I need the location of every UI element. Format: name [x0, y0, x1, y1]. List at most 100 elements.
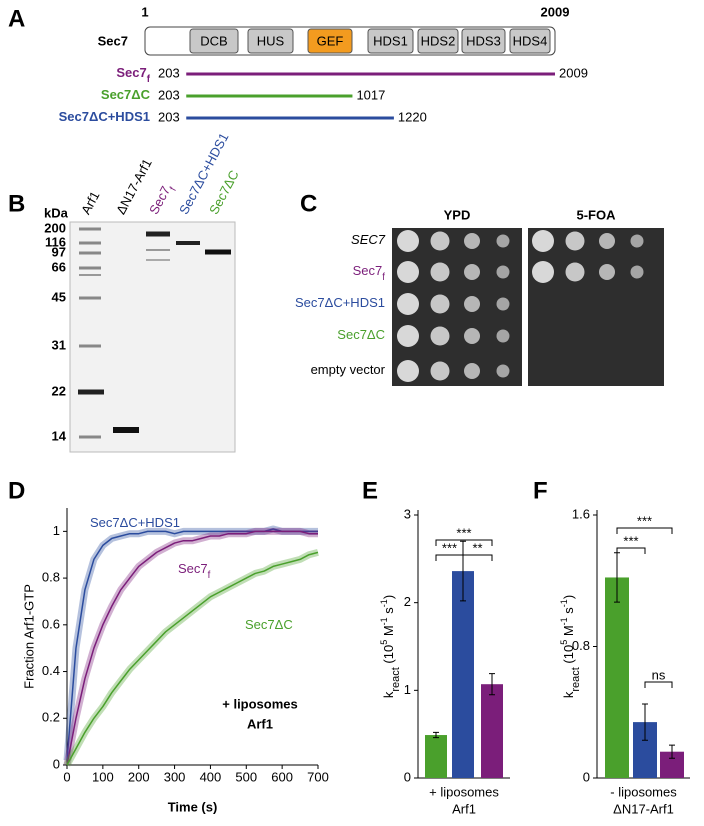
ladder-band [79, 266, 101, 270]
significance-label: *** [623, 533, 638, 548]
colony-spot [397, 293, 419, 315]
x-tick-label: 100 [92, 769, 114, 784]
lane-label-subscript: f [168, 185, 179, 193]
x-tick-label: 400 [200, 769, 222, 784]
scale-end: 2009 [541, 4, 570, 19]
y-axis-label-part: -1 [559, 617, 569, 625]
colony-spot [397, 360, 419, 382]
x-tick-label: 300 [164, 769, 186, 784]
x-tick-label: 600 [271, 769, 293, 784]
y-axis-label-part: (10 [381, 645, 396, 667]
colony-spot [430, 294, 450, 314]
strain-label-text: Sec7 [353, 263, 383, 278]
strain-label-subscript: f [382, 272, 385, 283]
colony-spot [532, 261, 554, 283]
domain [367, 28, 414, 54]
y-axis-label-part: react [390, 667, 402, 691]
marker-label: 200 [44, 220, 66, 235]
y-axis-label-part: ) [561, 595, 576, 599]
lane-label: Arf1 [78, 189, 102, 217]
domain-label: DCB [200, 33, 227, 48]
panel-letter: D [8, 477, 25, 504]
gel-unit: kDa [44, 205, 69, 220]
marker-label: 45 [52, 289, 66, 304]
construct-end: 1017 [356, 87, 385, 102]
panel-letter: B [8, 190, 25, 217]
x-axis-label: ΔN17-Arf1 [613, 801, 674, 816]
x-tick-label: 700 [307, 769, 329, 784]
x-axis-label: - liposomes [610, 784, 677, 799]
y-tick-label: 1.6 [572, 506, 590, 521]
construct-end: 1220 [398, 109, 427, 124]
error-bar [642, 703, 648, 741]
panel-letter: C [300, 190, 317, 217]
bar [481, 684, 503, 778]
domain-label: HDS4 [513, 33, 548, 48]
gel-band [176, 241, 200, 245]
x-tick-label: 200 [128, 769, 150, 784]
y-tick-label: 1 [53, 523, 60, 538]
colony-spot [464, 363, 480, 379]
colony-spot [496, 329, 510, 343]
y-axis-label: kreact (105 M-1 s-1) [379, 595, 402, 698]
x-axis-label: Time (s) [168, 799, 218, 814]
ladder-band [79, 435, 101, 439]
colony-spot [397, 325, 419, 347]
y-axis-label-part: M [561, 625, 576, 639]
y-axis-label-part: s [381, 607, 396, 618]
series-line [66, 528, 318, 761]
series-label: Sec7ΔC [245, 617, 293, 632]
y-axis-label: kreact (105 M-1 s-1) [559, 595, 582, 698]
y-axis-label-part: -1 [559, 599, 569, 607]
colony-spot [630, 234, 644, 248]
panel-letter: A [8, 5, 25, 32]
series-line [66, 530, 318, 766]
strain-label: SEC7 [351, 232, 386, 247]
x-tick-label: 500 [235, 769, 257, 784]
construct-start: 203 [158, 87, 180, 102]
colony-spot [565, 262, 585, 282]
panel-letter: F [533, 477, 548, 504]
domain [307, 28, 353, 54]
error-bar [489, 673, 495, 696]
scale-start: 1 [141, 4, 148, 19]
plate-5foa [528, 228, 664, 386]
y-axis-label-part: (10 [561, 645, 576, 667]
colony-spot [496, 297, 510, 311]
colony-spot [496, 364, 510, 378]
panel-letter: E [362, 477, 378, 504]
colony-spot [599, 264, 615, 280]
domain-label: HDS1 [373, 33, 408, 48]
domain-label: HDS3 [466, 33, 501, 48]
construct-start: 203 [158, 109, 180, 124]
colony-spot [430, 361, 450, 381]
colony-spot [496, 234, 510, 248]
gel-band [146, 231, 170, 237]
significance-label: *** [442, 540, 457, 555]
bar [452, 571, 474, 778]
lane-label-text: Arf1 [78, 189, 102, 217]
marker-label: 31 [52, 337, 66, 352]
y-axis-label-part: 5 [559, 640, 569, 645]
strain-label: empty vector [311, 362, 386, 377]
significance-bracket [616, 527, 673, 534]
gel-band [205, 249, 231, 255]
bar [425, 735, 447, 778]
error-bar [433, 731, 439, 739]
gel-band [78, 389, 104, 395]
x-axis-label: Arf1 [452, 801, 476, 816]
y-axis-label-part: s [561, 607, 576, 618]
y-axis-label-part: -1 [379, 617, 389, 625]
marker-label: 22 [52, 383, 66, 398]
construct-name-text: Sec7 [116, 65, 146, 80]
significance-bracket [435, 554, 464, 561]
marker-label: 14 [52, 428, 67, 443]
series-line [66, 551, 319, 766]
y-axis-label: Fraction Arf1-GTP [21, 584, 36, 689]
domain [247, 28, 294, 54]
domain [509, 28, 551, 54]
strain-label: Sec7ΔC+HDS1 [295, 295, 385, 310]
marker-label: 116 [45, 234, 66, 249]
significance-bracket [435, 539, 493, 546]
